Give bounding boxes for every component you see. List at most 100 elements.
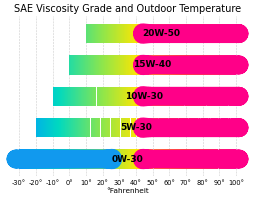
- Bar: [186, 149, 187, 169]
- Bar: [180, 55, 181, 75]
- Bar: [89, 118, 90, 137]
- Bar: [109, 87, 110, 106]
- Bar: [136, 87, 137, 106]
- Bar: [140, 118, 141, 137]
- Bar: [82, 149, 83, 169]
- Bar: [213, 55, 214, 75]
- Bar: [176, 55, 177, 75]
- Bar: [148, 149, 149, 169]
- Bar: [142, 24, 143, 43]
- Bar: [82, 118, 83, 137]
- Bar: [162, 118, 163, 137]
- Bar: [178, 87, 179, 106]
- Bar: [191, 149, 192, 169]
- Bar: [229, 118, 230, 137]
- Bar: [94, 118, 95, 137]
- Bar: [166, 55, 167, 75]
- Bar: [106, 24, 107, 43]
- Bar: [66, 87, 67, 106]
- Bar: [196, 118, 197, 137]
- Bar: [231, 87, 232, 106]
- Bar: [121, 24, 122, 43]
- Bar: [71, 55, 72, 75]
- Bar: [224, 118, 225, 137]
- Bar: [130, 118, 131, 137]
- Bar: [143, 149, 144, 169]
- Bar: [167, 87, 168, 106]
- Bar: [191, 55, 192, 75]
- Bar: [141, 55, 142, 75]
- Bar: [118, 55, 119, 75]
- Bar: [130, 149, 131, 169]
- Bar: [215, 24, 216, 43]
- Bar: [112, 24, 113, 43]
- Bar: [85, 149, 86, 169]
- Bar: [93, 149, 94, 169]
- Bar: [106, 87, 107, 106]
- Bar: [62, 149, 63, 169]
- Bar: [107, 87, 108, 106]
- Bar: [78, 87, 79, 106]
- Bar: [135, 118, 136, 137]
- Bar: [132, 118, 133, 137]
- Bar: [74, 149, 75, 169]
- Bar: [140, 24, 141, 43]
- Bar: [161, 24, 162, 43]
- Bar: [226, 87, 227, 106]
- Bar: [70, 87, 71, 106]
- Bar: [41, 149, 42, 169]
- Bar: [87, 24, 88, 43]
- Bar: [230, 24, 231, 43]
- Bar: [228, 55, 229, 75]
- Bar: [222, 118, 223, 137]
- Bar: [91, 24, 92, 43]
- Bar: [76, 87, 77, 106]
- Bar: [75, 55, 76, 75]
- Bar: [102, 118, 103, 137]
- Bar: [156, 55, 157, 75]
- Bar: [98, 118, 99, 137]
- Bar: [210, 118, 211, 137]
- Bar: [54, 149, 55, 169]
- Bar: [208, 24, 209, 43]
- Bar: [229, 55, 230, 75]
- Bar: [215, 118, 216, 137]
- Bar: [189, 118, 190, 137]
- Bar: [24, 149, 25, 169]
- Bar: [168, 149, 169, 169]
- Bar: [75, 118, 76, 137]
- Bar: [92, 149, 93, 169]
- Bar: [154, 118, 155, 137]
- Bar: [97, 87, 98, 106]
- Bar: [117, 87, 118, 106]
- Bar: [131, 149, 132, 169]
- Bar: [40, 149, 41, 169]
- Bar: [131, 87, 132, 106]
- Bar: [226, 24, 227, 43]
- Bar: [202, 24, 203, 43]
- Bar: [157, 87, 158, 106]
- Bar: [51, 118, 52, 137]
- Bar: [151, 149, 152, 169]
- Bar: [73, 118, 74, 137]
- Bar: [207, 118, 208, 137]
- Bar: [208, 149, 209, 169]
- Bar: [94, 55, 95, 75]
- Bar: [112, 55, 113, 75]
- Bar: [37, 118, 38, 137]
- Bar: [209, 87, 210, 106]
- Bar: [233, 87, 234, 106]
- Bar: [108, 118, 109, 137]
- Bar: [64, 87, 65, 106]
- Bar: [203, 149, 204, 169]
- Bar: [128, 55, 129, 75]
- Bar: [227, 24, 228, 43]
- Bar: [116, 24, 117, 43]
- Bar: [218, 149, 219, 169]
- Bar: [202, 55, 203, 75]
- Bar: [122, 24, 123, 43]
- Bar: [140, 149, 141, 169]
- Bar: [232, 55, 233, 75]
- Bar: [157, 118, 158, 137]
- Bar: [176, 118, 177, 137]
